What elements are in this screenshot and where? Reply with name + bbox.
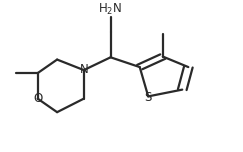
- Text: O: O: [33, 92, 42, 105]
- Text: H$_2$N: H$_2$N: [98, 2, 123, 17]
- Text: S: S: [145, 91, 152, 104]
- Text: N: N: [79, 63, 88, 76]
